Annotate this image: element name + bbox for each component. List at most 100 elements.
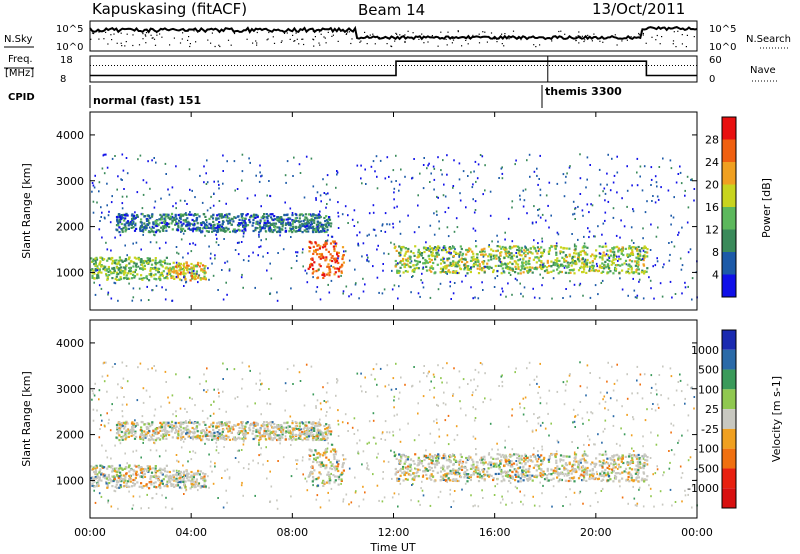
- noise-search-dot: [427, 41, 429, 43]
- velocity-data-point: [473, 470, 476, 473]
- power-data-point: [321, 273, 324, 276]
- power-data-point: [331, 259, 334, 263]
- velocity-data-point: [479, 476, 482, 479]
- power-data-point: [381, 223, 384, 226]
- velocity-data-point: [158, 438, 162, 441]
- power-data-point: [471, 250, 474, 253]
- power-data-point: [384, 230, 387, 233]
- power-data-point: [316, 220, 319, 223]
- power-data-point: [337, 227, 340, 229]
- power-data-point: [624, 259, 628, 262]
- velocity-data-point: [111, 485, 114, 488]
- power-data-point: [469, 270, 472, 274]
- power-data-point: [188, 168, 191, 171]
- power-data-point: [477, 163, 480, 166]
- velocity-data-point: [395, 471, 398, 474]
- power-data-point: [94, 259, 97, 262]
- power-data-point: [229, 219, 232, 222]
- velocity-data-point: [515, 475, 518, 478]
- power-data-point: [305, 224, 308, 227]
- power-data-point: [159, 274, 162, 277]
- power-data-point: [446, 272, 448, 275]
- velocity-data-point: [557, 480, 560, 483]
- power-data-point: [586, 246, 589, 249]
- velocity-data-point: [309, 431, 312, 434]
- power-data-point: [430, 265, 433, 268]
- velocity-data-point: [186, 477, 189, 480]
- power-data-point: [110, 249, 112, 252]
- power-data-point: [272, 218, 275, 222]
- power-data-point: [145, 219, 149, 222]
- power-data-point: [316, 248, 319, 251]
- power-data-point: [106, 278, 109, 281]
- power-data-point: [390, 241, 392, 244]
- noise-traces: [89, 25, 698, 48]
- power-data-point: [563, 195, 566, 198]
- power-data-point: [183, 274, 186, 277]
- velocity-data-point: [558, 467, 561, 470]
- power-data-point: [199, 174, 201, 177]
- power-data-point: [163, 217, 166, 220]
- velocity-data-point: [185, 432, 188, 435]
- power-data-point: [556, 231, 559, 234]
- velocity-data-point: [307, 475, 310, 478]
- velocity-data-point: [646, 459, 649, 462]
- power-data-point: [182, 227, 185, 230]
- power-data-point: [105, 153, 107, 156]
- power-data-point: [316, 276, 320, 279]
- power-data-point: [470, 171, 472, 174]
- power-data-point: [252, 218, 255, 221]
- power-data-point: [298, 224, 301, 227]
- power-data-point: [121, 260, 124, 263]
- power-data-point: [687, 206, 690, 209]
- power-data-point: [319, 298, 322, 301]
- power-data-point: [465, 206, 467, 209]
- power-data-point: [118, 259, 121, 262]
- velocity-data-point: [235, 437, 238, 440]
- power-data-point: [634, 247, 637, 250]
- velocity-data-point: [119, 485, 123, 489]
- power-data-point: [198, 215, 201, 218]
- power-data-point: [104, 217, 106, 220]
- power-data-point: [573, 272, 576, 275]
- power-data-point: [315, 223, 318, 226]
- power-data-point: [175, 207, 177, 210]
- power-data-point: [223, 238, 225, 240]
- noise-search-dot: [132, 34, 134, 36]
- power-data-point: [517, 245, 520, 248]
- power-data-point: [142, 266, 145, 269]
- power-data-point: [284, 201, 286, 204]
- power-data-point: [118, 231, 121, 234]
- power-data-point: [131, 217, 134, 220]
- velocity-data-point: [430, 459, 433, 462]
- power-data-point: [596, 265, 598, 268]
- power-data-point: [187, 264, 190, 267]
- power-data-point: [171, 220, 174, 223]
- noise-search-dot: [394, 40, 396, 42]
- power-data-point: [194, 276, 197, 279]
- velocity-data-point: [591, 472, 594, 475]
- power-data-point: [230, 223, 233, 226]
- velocity-data-point: [629, 460, 632, 463]
- power-data-point: [234, 189, 236, 192]
- noise-search-dot: [266, 39, 268, 41]
- power-data-point: [148, 279, 151, 282]
- noise-search-dot: [346, 31, 349, 33]
- power-data-point: [686, 175, 689, 178]
- velocity-data-point: [522, 479, 525, 482]
- velocity-data-point: [630, 479, 633, 482]
- power-data-point: [145, 276, 148, 279]
- power-data-point: [205, 183, 208, 185]
- power-data-point: [258, 246, 260, 249]
- power-data-point: [124, 271, 127, 274]
- power-data-point: [465, 265, 468, 268]
- power-data-point: [555, 242, 558, 245]
- power-data-point: [547, 252, 551, 255]
- power-data-point: [592, 267, 595, 270]
- velocity-data-point: [440, 457, 444, 460]
- power-data-point: [497, 256, 500, 259]
- noise-search-dot: [110, 34, 112, 36]
- velocity-data-point: [405, 471, 408, 474]
- velocity-data-point: [524, 474, 527, 477]
- power-data-point: [610, 263, 613, 266]
